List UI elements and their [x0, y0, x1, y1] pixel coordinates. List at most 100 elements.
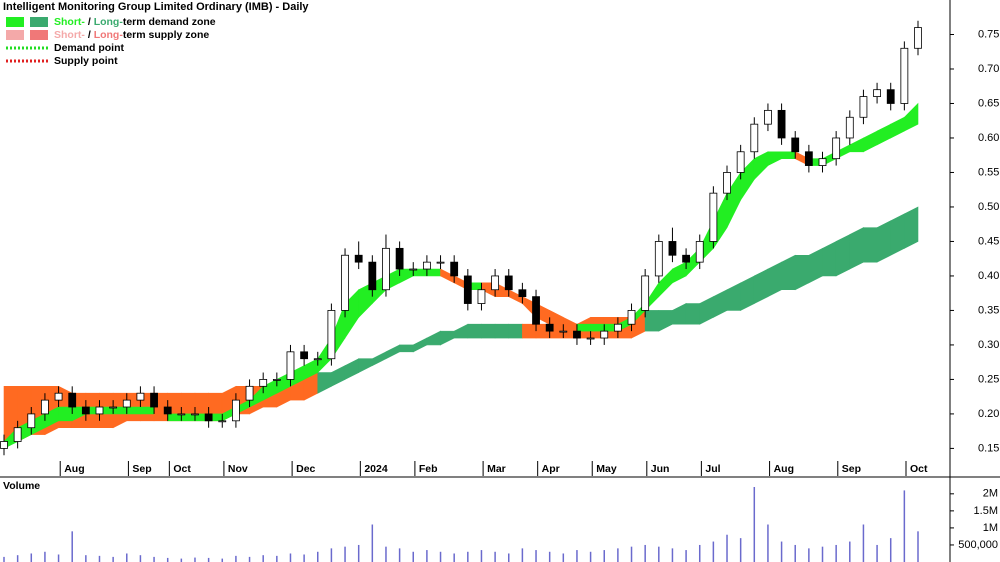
- x-tick-label: Dec: [296, 463, 315, 475]
- y-tick-label: 0.20: [978, 408, 999, 420]
- candle-body: [477, 289, 486, 304]
- x-tick-label: Sep: [132, 463, 151, 475]
- candle-body: [272, 379, 281, 381]
- candle-body: [163, 406, 172, 415]
- candle-body: [682, 254, 690, 263]
- long-term-zone: [481, 323, 496, 339]
- candle-body: [723, 172, 731, 194]
- candle-body: [450, 261, 459, 277]
- x-tick-label: Aug: [64, 463, 84, 475]
- x-tick-label: Mar: [487, 463, 506, 475]
- candle-body: [259, 379, 268, 387]
- long-term-zone: [508, 323, 523, 339]
- candle-body: [463, 275, 472, 304]
- candle-body: [0, 441, 8, 449]
- candle-body: [668, 241, 677, 256]
- long-term-zone: [863, 227, 878, 263]
- x-tick-label: Oct: [173, 463, 191, 475]
- short-term-zone: [126, 406, 141, 415]
- y-tick-label: 0.15: [978, 442, 999, 454]
- candle-body: [382, 247, 390, 291]
- candle-body: [641, 275, 650, 311]
- candle-body: [232, 399, 240, 422]
- x-tick-label: Aug: [774, 463, 794, 475]
- x-tick-label: Jul: [705, 463, 720, 475]
- candle-body: [818, 158, 827, 166]
- candle-body: [150, 392, 158, 408]
- volume-tick-label: 2M: [983, 488, 998, 500]
- legend-text: /: [85, 16, 94, 28]
- candle-body: [68, 392, 77, 408]
- candle-body: [191, 413, 199, 416]
- legend-text: term supply zone: [123, 29, 210, 41]
- candle-body: [109, 406, 118, 409]
- candle-body: [573, 330, 581, 339]
- candle-body: [300, 351, 309, 360]
- candle-body: [627, 310, 636, 325]
- candle-body: [600, 330, 609, 339]
- candle-body: [95, 406, 104, 415]
- candle-body: [873, 89, 881, 97]
- volume-title: Volume: [3, 480, 40, 492]
- candle-body: [777, 109, 786, 139]
- candle-body: [409, 268, 418, 271]
- volume-tick-label: 1.5M: [974, 505, 998, 517]
- short-term-zone: [426, 268, 441, 277]
- short-term-zone: [58, 406, 73, 422]
- x-tick-label: Feb: [419, 463, 438, 475]
- candle-body: [695, 241, 704, 263]
- y-tick-label: 0.60: [978, 132, 999, 144]
- y-tick-label: 0.30: [978, 339, 999, 351]
- x-tick-label: May: [596, 463, 617, 475]
- x-tick-label: Jun: [651, 463, 670, 475]
- candle-body: [368, 261, 377, 291]
- long-term-zone: [494, 323, 510, 339]
- legend-text: term demand zone: [123, 16, 216, 28]
- candle-body: [177, 413, 186, 416]
- axes: 0.15 0.20 0.25 0.30 0.35 0.40 0.45 0.50 0.55 0.60…: [59, 28, 999, 551]
- legend-text: Short-: [54, 16, 85, 28]
- legend-swatch: [6, 30, 24, 40]
- long-term-zone: [876, 220, 892, 263]
- legend-label: Short- / Long-term supply zone: [54, 29, 209, 41]
- candle-body: [914, 27, 922, 49]
- candle-body: [504, 275, 513, 291]
- candle-body: [545, 323, 554, 332]
- short-term-zone: [781, 151, 796, 159]
- candle-body: [518, 289, 527, 298]
- long-term-zone: [835, 234, 851, 277]
- legend-swatch: [30, 17, 48, 27]
- long-term-zone: [644, 310, 660, 332]
- long-term-zone: [890, 213, 905, 256]
- y-tick-label: 0.45: [978, 235, 999, 247]
- short-term-zone: [576, 323, 591, 332]
- long-term-zone: [904, 206, 919, 249]
- legend-text: /: [85, 29, 94, 41]
- candle-body: [586, 337, 595, 340]
- chart-title: Intelligent Monitoring Group Limited Ord…: [3, 1, 309, 13]
- volume-tick-label: 1M: [983, 522, 998, 534]
- volume-tick-label: 500,000: [958, 539, 998, 551]
- candle-body: [245, 385, 254, 401]
- candles: [0, 20, 922, 456]
- candle-body: [81, 406, 90, 415]
- y-tick-label: 0.65: [978, 97, 999, 109]
- candle-body: [122, 399, 131, 408]
- legend-text: Long-: [94, 16, 124, 28]
- short-term-zone: [590, 323, 605, 332]
- short-term-zone: [140, 406, 155, 415]
- candle-body: [491, 275, 500, 291]
- short-term-zone: [904, 102, 919, 132]
- candle-body: [204, 413, 213, 422]
- y-tick-label: 0.25: [978, 373, 999, 385]
- long-term-zone: [399, 344, 414, 353]
- legend-label: Demand point: [54, 42, 125, 54]
- candle-body: [832, 137, 841, 160]
- candle-body: [436, 261, 445, 264]
- x-tick-label: Oct: [910, 463, 928, 475]
- candle-body: [613, 323, 622, 332]
- candle-body: [341, 254, 349, 311]
- candle-body: [218, 420, 227, 423]
